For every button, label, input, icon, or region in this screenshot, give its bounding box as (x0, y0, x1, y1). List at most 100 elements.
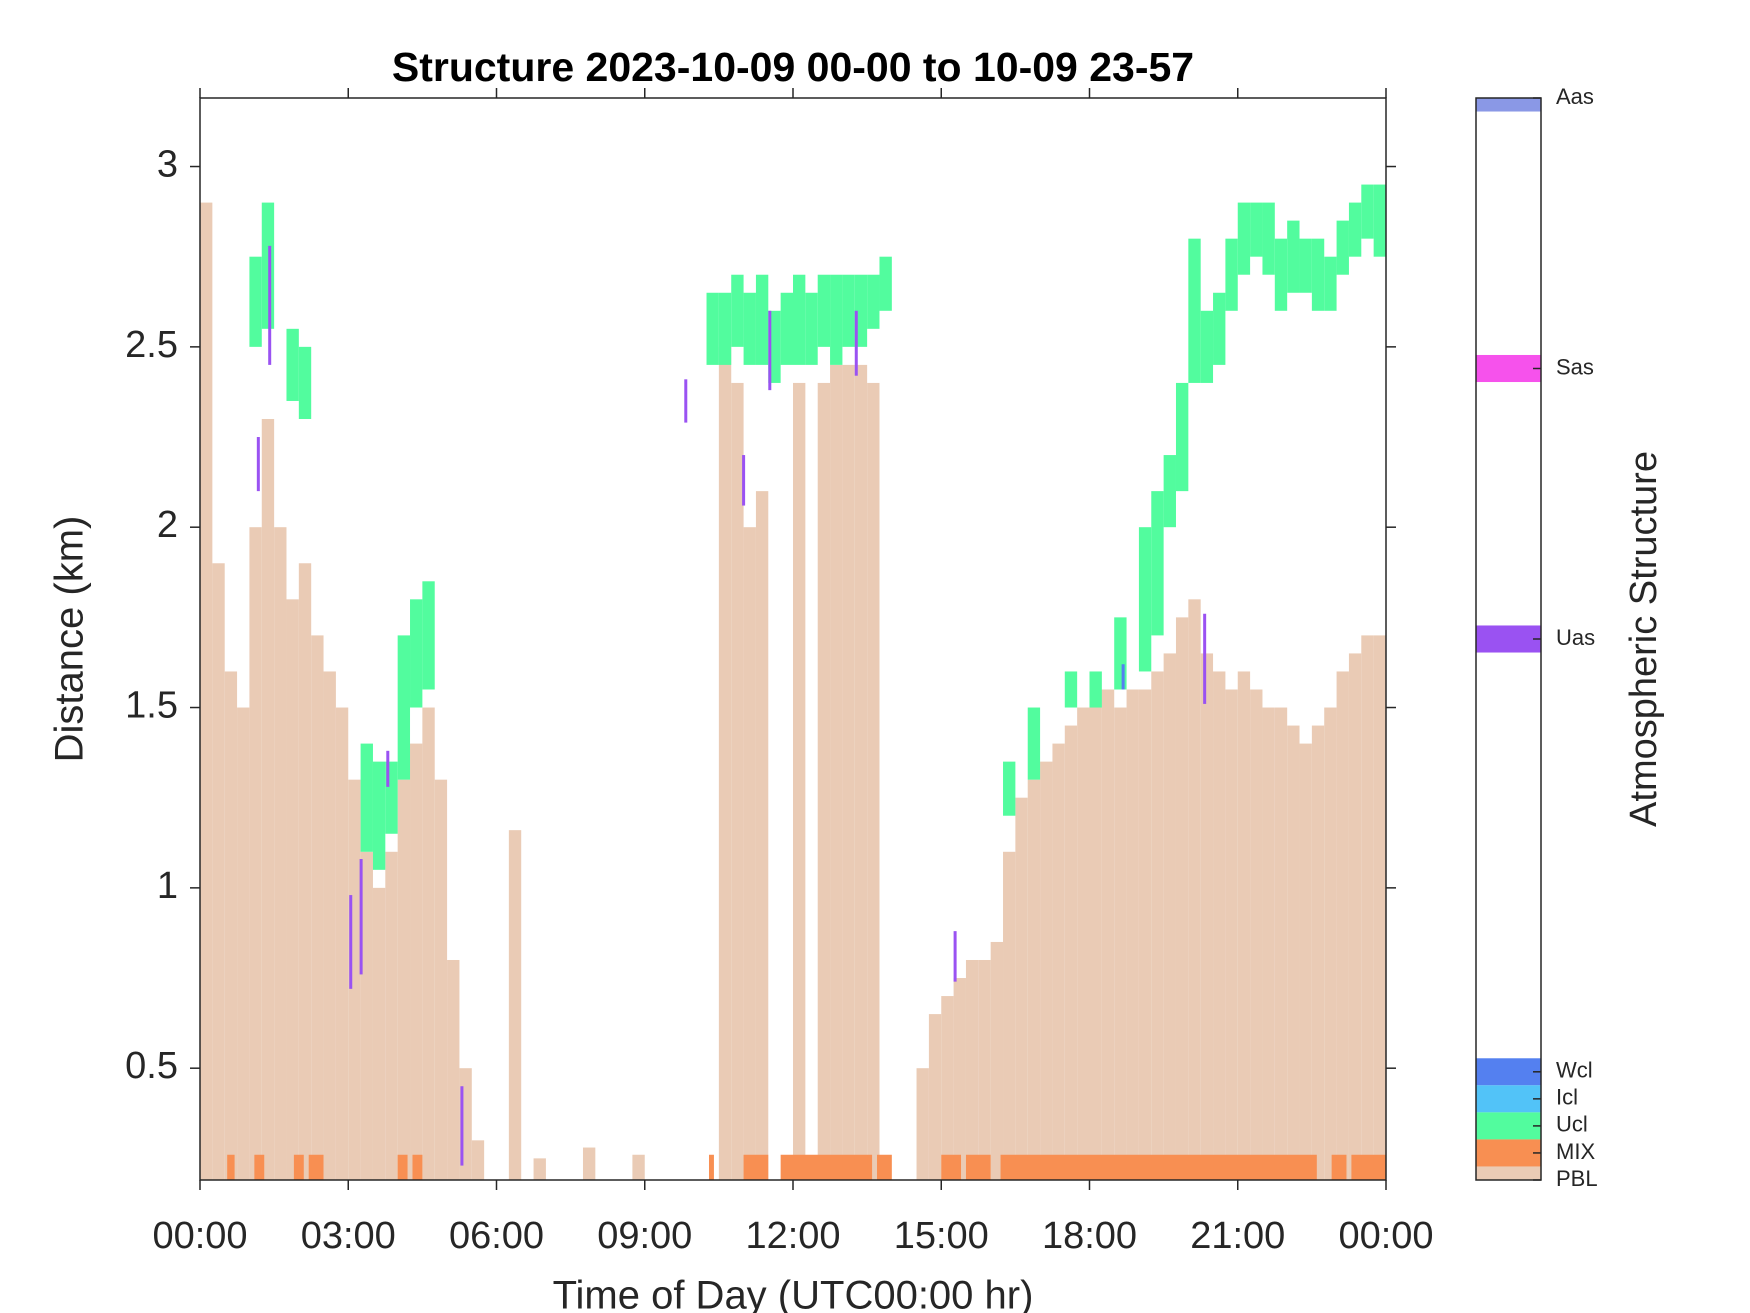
chart-title: Structure 2023-10-09 00-00 to 10-09 23-5… (392, 44, 1194, 90)
cloud-segment (1373, 184, 1386, 257)
pbl-bar (224, 671, 238, 1180)
pbl-bar (1250, 689, 1263, 1180)
pbl-bar (941, 996, 954, 1180)
pbl-bar (1175, 617, 1189, 1180)
pbl-bar (360, 851, 373, 1180)
pbl-bar (422, 707, 435, 1180)
cloud-segment (386, 750, 390, 787)
y-tick-label: 1 (157, 865, 178, 907)
pbl-bar (249, 527, 262, 1180)
pbl-bar (582, 1147, 596, 1180)
cloud-segment (1274, 238, 1288, 311)
pbl-bar (1311, 725, 1325, 1180)
pbl-bar (978, 959, 991, 1180)
colorbar-band (1476, 354, 1541, 383)
x-tick-label: 21:00 (1190, 1215, 1285, 1257)
pbl-bar (1373, 635, 1386, 1180)
x-tick-label: 18:00 (1042, 1215, 1137, 1257)
cloud-segment (360, 743, 373, 852)
pbl-bar (323, 671, 336, 1180)
pbl-bar (1064, 725, 1078, 1180)
pbl-bar (298, 563, 312, 1180)
colorbar-tick-label: Ucl (1556, 1112, 1588, 1137)
y-tick-label: 2 (157, 504, 178, 546)
mix-bar (227, 1154, 235, 1180)
x-tick-label: 12:00 (745, 1215, 840, 1257)
pbl-bar (1052, 743, 1065, 1180)
mix-bar (308, 1154, 324, 1180)
y-axis-label: Distance (km) (48, 516, 92, 763)
pbl-bar (1126, 689, 1139, 1180)
pbl-bar (1348, 653, 1362, 1180)
x-tick-label: 00:00 (152, 1215, 247, 1257)
cloud-segment (817, 274, 831, 347)
cloud-segment (1287, 220, 1300, 293)
mix-bar (965, 1154, 991, 1180)
pbl-bar (335, 707, 349, 1180)
mix-bar (793, 1154, 873, 1180)
cloud-segment (805, 292, 818, 365)
cloud-segment (1324, 256, 1337, 311)
colorbar-tick-label: Aas (1556, 84, 1594, 109)
pbl-bar (1213, 671, 1226, 1180)
pbl-bar (237, 707, 250, 1180)
cloud-segment (1299, 238, 1312, 293)
colorbar-band (1476, 625, 1541, 653)
colorbar-tick-label: Uas (1556, 625, 1595, 650)
x-tick-label: 15:00 (894, 1215, 989, 1257)
cloud-segment (1237, 202, 1251, 275)
pbl-bar (508, 830, 522, 1180)
colorbar-tick-label: Sas (1556, 354, 1594, 379)
mix-bar (877, 1154, 892, 1180)
cloud-segment (410, 599, 423, 708)
colorbar-band (1476, 1166, 1541, 1180)
pbl-bar (1151, 671, 1164, 1180)
cloud-segment (1114, 617, 1127, 690)
y-tick-label: 0.5 (125, 1045, 178, 1087)
pbl-bar (1027, 779, 1041, 1180)
cloud-segment (1188, 238, 1201, 383)
mix-bar (254, 1154, 265, 1180)
cloud-segment (854, 310, 858, 376)
x-tick-label: 09:00 (597, 1215, 692, 1257)
pbl-bar (274, 527, 287, 1180)
pbl-bar (755, 491, 769, 1180)
pbl-bar (990, 941, 1004, 1180)
mix-bar (1331, 1154, 1347, 1180)
cloud-segment (854, 274, 868, 347)
pbl-bar (311, 635, 324, 1180)
pbl-bar (1015, 797, 1028, 1180)
pbl-bar (200, 202, 213, 1181)
pbl-bar (385, 851, 398, 1180)
colorbar-tick-label: PBL (1556, 1166, 1598, 1191)
colorbar-band (1476, 1085, 1541, 1113)
cloud-segment (460, 1086, 464, 1166)
pbl-bar (1114, 707, 1127, 1180)
y-tick-label: 2.5 (125, 324, 178, 366)
cloud-segment (256, 437, 260, 492)
pbl-bar (1262, 707, 1275, 1180)
mix-bar (1000, 1154, 1317, 1180)
cloud-segment (768, 310, 781, 383)
pbl-bar (1003, 851, 1016, 1180)
pbl-bar (1040, 761, 1053, 1180)
pbl-bar (471, 1140, 485, 1180)
pbl-bar (397, 779, 411, 1180)
pbl-bar (286, 599, 299, 1180)
cloud-segment (359, 859, 363, 975)
cloud-segment (1311, 238, 1325, 311)
mix-bar (941, 1154, 962, 1180)
cloud-segment (1064, 671, 1078, 708)
pbl-bar (1324, 707, 1337, 1180)
pbl-bar (1274, 707, 1288, 1180)
cloud-segment (1163, 455, 1176, 528)
pbl-bar (1287, 725, 1300, 1180)
y-tick-label: 1.5 (125, 685, 178, 727)
cloud-segment (867, 274, 880, 329)
cloud-segment (743, 292, 756, 365)
cloud-segment (286, 328, 299, 401)
x-tick-label: 00:00 (1338, 1215, 1433, 1257)
cloud-segment (1003, 761, 1016, 816)
cloud-segment (1175, 382, 1189, 492)
